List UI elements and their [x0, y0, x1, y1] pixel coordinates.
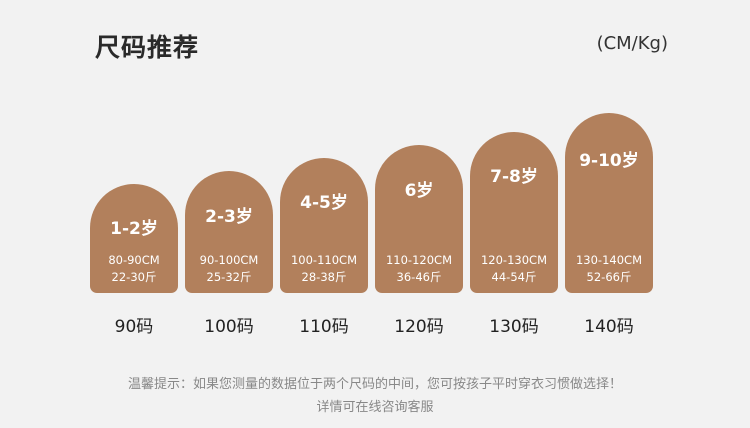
height-range: 100-110CM — [290, 253, 357, 267]
height-range: 110-120CM — [385, 253, 452, 267]
age-label: 4-5岁 — [300, 193, 348, 213]
size-label: 120码 — [394, 317, 444, 337]
height-range: 130-140CM — [575, 253, 642, 267]
weight-range: 28-38斤 — [301, 270, 347, 284]
weight-range: 22-30斤 — [111, 270, 157, 284]
height-range: 120-130CM — [480, 253, 547, 267]
tip-contact-text: 详情可在线咨询客服 — [316, 400, 434, 415]
age-label: 9-10岁 — [579, 151, 639, 171]
size-card-140: 9-10岁 130-140CM 52-66斤 — [565, 113, 653, 293]
height-range: 90-100CM — [199, 253, 259, 267]
size-label: 100码 — [204, 317, 254, 337]
age-label: 7-8岁 — [490, 167, 538, 187]
age-label: 2-3岁 — [205, 207, 253, 227]
size-label: 110码 — [299, 317, 349, 337]
size-card-100: 2-3岁 90-100CM 25-32斤 — [185, 171, 273, 293]
size-label: 130码 — [489, 317, 539, 337]
size-card-130: 7-8岁 120-130CM 44-54斤 — [470, 132, 558, 293]
size-card-110: 4-5岁 100-110CM 28-38斤 — [280, 158, 368, 293]
weight-range: 36-46斤 — [396, 270, 442, 284]
tip-text: 温馨提示：如果您测量的数据位于两个尺码的中间，您可按孩子平时穿衣习惯做选择！ — [127, 377, 622, 392]
size-card-120: 6岁 110-120CM 36-46斤 — [375, 145, 463, 293]
size-card-90: 1-2岁 80-90CM 22-30斤 — [90, 184, 178, 293]
page-title: 尺码推荐 — [95, 33, 200, 62]
age-label: 1-2岁 — [110, 219, 158, 239]
weight-range: 44-54斤 — [491, 270, 537, 284]
size-label: 140码 — [584, 317, 634, 337]
weight-range: 52-66斤 — [586, 270, 632, 284]
size-label: 90码 — [114, 317, 154, 337]
unit-label: (CM/Kg) — [596, 33, 668, 54]
weight-range: 25-32斤 — [206, 270, 252, 284]
age-label: 6岁 — [404, 181, 434, 201]
height-range: 80-90CM — [108, 253, 160, 267]
